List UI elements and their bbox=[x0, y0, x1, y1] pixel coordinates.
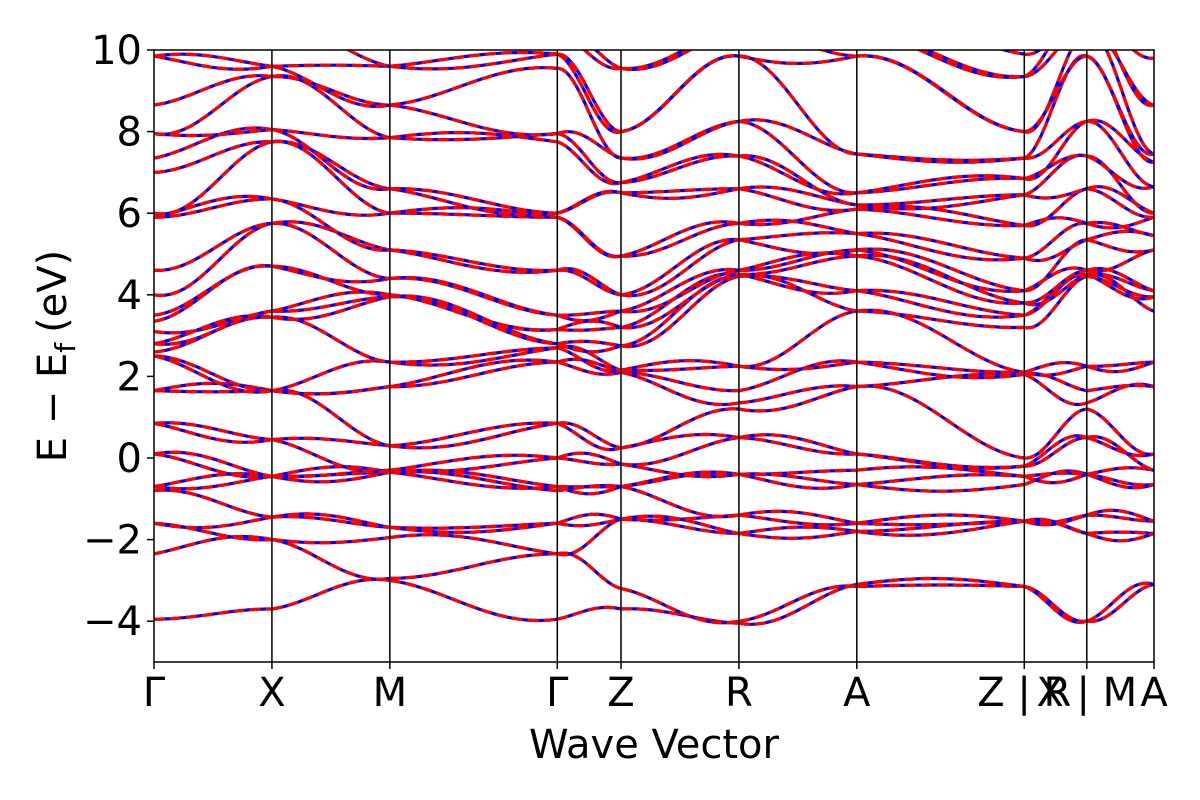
plot-frame bbox=[153, 49, 1155, 663]
band-11-series-1 bbox=[154, 384, 1154, 460]
y-tick-label-5: 6 bbox=[117, 191, 142, 237]
high-symmetry-lines bbox=[271, 50, 1088, 662]
band-12-series-1 bbox=[154, 357, 1154, 407]
x-tick-label-7: Z | R bbox=[977, 670, 1071, 716]
band-4-series-1 bbox=[154, 488, 1154, 534]
x-axis-title: Wave Vector bbox=[529, 722, 780, 768]
band-28-series-1 bbox=[154, 128, 1154, 215]
y-tick-label-0: −4 bbox=[83, 599, 142, 645]
band-27-series-1 bbox=[154, 126, 1154, 215]
band-13-series-1 bbox=[154, 354, 1154, 396]
x-tick-label-1: X bbox=[258, 670, 285, 716]
x-tick-label-4: Z bbox=[607, 670, 634, 716]
band-33-series-1 bbox=[345, 50, 1154, 156]
x-tick-label-0: Γ bbox=[143, 670, 166, 716]
band-25-series-1 bbox=[154, 139, 1154, 259]
y-tick-label-4: 4 bbox=[117, 273, 142, 319]
band-23-series-1 bbox=[154, 194, 1154, 298]
y-tick-label-6: 8 bbox=[117, 110, 142, 156]
band-1-series-1 bbox=[154, 534, 1154, 625]
x-tick-label-5: R bbox=[725, 670, 753, 716]
band-36-series-1 bbox=[923, 50, 1154, 108]
x-tick-label-3: Γ bbox=[546, 670, 569, 716]
band-7-series-1 bbox=[154, 452, 1154, 490]
x-tick-label-9: A bbox=[1140, 670, 1168, 716]
band-lines bbox=[154, 50, 1154, 626]
plot-area-background bbox=[154, 50, 1154, 662]
band-30-series-1 bbox=[154, 74, 1154, 195]
x-tick-label-8: X | M bbox=[1036, 670, 1137, 716]
band-8-series-1 bbox=[154, 450, 1154, 485]
band-29-series-1 bbox=[154, 74, 1154, 196]
x-tick-label-2: M bbox=[373, 670, 408, 716]
y-tick-label-2: 0 bbox=[117, 436, 142, 482]
y-tick-label-7: 10 bbox=[91, 28, 142, 74]
y-axis-title-unit: (eV) bbox=[30, 250, 76, 333]
band-10-series-1 bbox=[154, 421, 1154, 470]
band-22-series-1 bbox=[154, 220, 1154, 297]
band-31-series-1 bbox=[154, 52, 1154, 164]
band-14-series-1 bbox=[154, 346, 1154, 394]
y-axis-ticks: −4 −2 0 2 4 6 8 10 bbox=[83, 28, 154, 645]
band-20-series-1 bbox=[154, 251, 1154, 317]
band-0-series-1 bbox=[154, 576, 1154, 626]
y-axis-title-main: E − E bbox=[30, 353, 76, 463]
y-tick-label-1: −2 bbox=[83, 518, 142, 564]
band-21-series-1 bbox=[154, 221, 1154, 323]
y-axis-title: E − Ef (eV) bbox=[30, 250, 82, 463]
y-axis-title-subscript: f bbox=[49, 342, 82, 353]
band-2-series-1 bbox=[154, 517, 1154, 557]
band-34-series-1 bbox=[593, 50, 1154, 156]
x-tick-label-6: A bbox=[843, 670, 871, 716]
y-tick-label-3: 2 bbox=[117, 354, 142, 400]
